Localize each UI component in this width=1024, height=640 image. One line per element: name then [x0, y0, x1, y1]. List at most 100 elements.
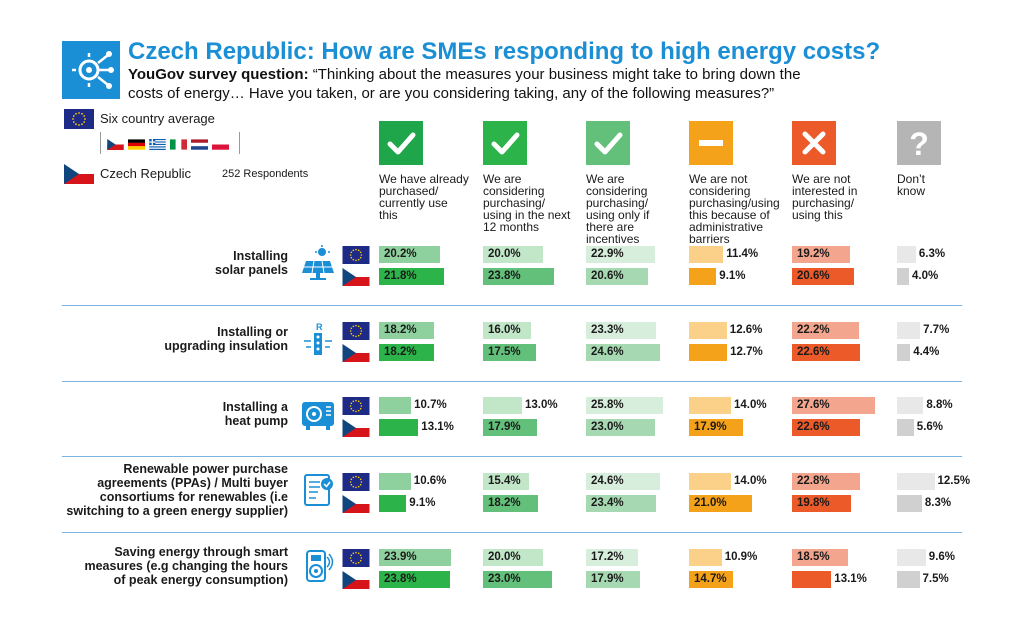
data-label: 9.1% [719, 270, 746, 282]
bar [897, 549, 926, 566]
bar [897, 268, 909, 285]
insulation-icon: R [300, 321, 336, 357]
column-label: We have already purchased/ currently use… [379, 172, 469, 222]
bar [689, 322, 727, 339]
data-label: 16.0% [488, 324, 521, 336]
data-label: 19.2% [797, 248, 830, 260]
bar [483, 495, 538, 512]
bar [897, 397, 924, 414]
respondents-count: 252 Respondents [222, 168, 309, 180]
column-label: We are not interested in purchasing/ usi… [792, 172, 858, 222]
column-header: We are not considering purchasing/using … [689, 121, 780, 245]
row-divider [62, 381, 962, 382]
bar [483, 571, 552, 588]
bar [586, 495, 657, 512]
minus-icon [689, 121, 733, 165]
data-label: 9.1% [409, 497, 436, 509]
data-label: 13.1% [834, 573, 867, 585]
bar [792, 571, 832, 588]
bar [897, 344, 911, 361]
data-label: 27.6% [797, 399, 830, 411]
data-label: 17.5% [488, 346, 521, 358]
bar [792, 397, 875, 414]
data-label: 22.9% [591, 248, 624, 260]
data-label: 23.0% [591, 421, 624, 433]
eu-flag-icon [342, 549, 370, 567]
bar [792, 268, 854, 285]
italian-flag-icon [170, 137, 188, 150]
bar [792, 246, 850, 263]
row-label: Installing or upgrading insulation [164, 325, 288, 353]
bar [897, 246, 916, 263]
bar [689, 549, 722, 566]
solar-panel-icon [300, 245, 336, 281]
bar [379, 268, 445, 285]
cross-icon [792, 121, 836, 165]
bar [483, 549, 543, 566]
row-divider [62, 305, 962, 306]
bar [483, 344, 536, 361]
survey-question-text-1: “Thinking about the measures your busine… [308, 66, 801, 83]
data-label: 19.8% [797, 497, 830, 509]
column-label: We are considering purchasing/ using in … [483, 172, 571, 234]
column-header: We are not interested in purchasing/ usi… [792, 121, 857, 221]
data-label: 18.2% [488, 497, 521, 509]
bar [586, 397, 664, 414]
bar [689, 419, 743, 436]
column-header: We are considering purchasing/ using onl… [586, 121, 649, 245]
data-label: 25.8% [591, 399, 624, 411]
dutch-flag-icon [191, 137, 208, 150]
bar [586, 322, 656, 339]
data-label: 14.7% [694, 573, 727, 585]
bar [689, 397, 731, 414]
data-label: 7.7% [923, 324, 950, 336]
smart-meter-icon [300, 548, 336, 584]
row-divider [62, 532, 962, 533]
column-header: We have already purchased/ currently use… [379, 121, 469, 221]
bar [689, 268, 717, 285]
data-label: 20.6% [591, 270, 624, 282]
bar [792, 344, 860, 361]
survey-question-line-1: YouGov survey question: “Thinking about … [128, 66, 801, 83]
data-label: 23.9% [384, 551, 417, 563]
german-flag-icon [128, 137, 145, 150]
column-label: We are considering purchasing/ using onl… [586, 172, 650, 246]
data-label: 20.6% [797, 270, 830, 282]
bar [379, 344, 434, 361]
czech-flag-icon [342, 268, 370, 286]
bar [586, 246, 655, 263]
bar [379, 419, 419, 436]
data-label: 24.6% [591, 475, 624, 487]
bar [379, 571, 451, 588]
data-label: 13.0% [525, 399, 558, 411]
row-divider [62, 456, 962, 457]
data-label: 22.8% [797, 475, 830, 487]
column-label: We are not considering purchasing/using … [689, 172, 780, 246]
data-label: 20.2% [384, 248, 417, 260]
data-label: 18.2% [384, 324, 417, 336]
bar [792, 549, 848, 566]
data-label: 23.3% [591, 324, 624, 336]
czech-flag-icon [342, 571, 370, 589]
data-label: 11.4% [726, 248, 759, 260]
data-label: 10.7% [414, 399, 447, 411]
data-label: 22.6% [797, 421, 830, 433]
svg-text:?: ? [909, 126, 929, 162]
bar [483, 268, 555, 285]
greek-flag-icon [149, 137, 166, 150]
data-label: 15.4% [488, 475, 521, 487]
data-label: 23.8% [488, 270, 521, 282]
data-label: 23.8% [384, 573, 417, 585]
column-header: We are considering purchasing/ using in … [483, 121, 570, 233]
bar [897, 473, 935, 490]
country-flags-group [100, 132, 240, 154]
page-title: Czech Republic: How are SMEs responding … [128, 38, 881, 65]
data-label: 9.6% [928, 551, 956, 563]
question-icon: ? [897, 121, 941, 165]
bar [689, 473, 731, 490]
bar [379, 473, 411, 490]
data-label: 8.8% [926, 399, 953, 411]
bar [897, 322, 921, 339]
data-label: 12.6% [729, 324, 763, 336]
